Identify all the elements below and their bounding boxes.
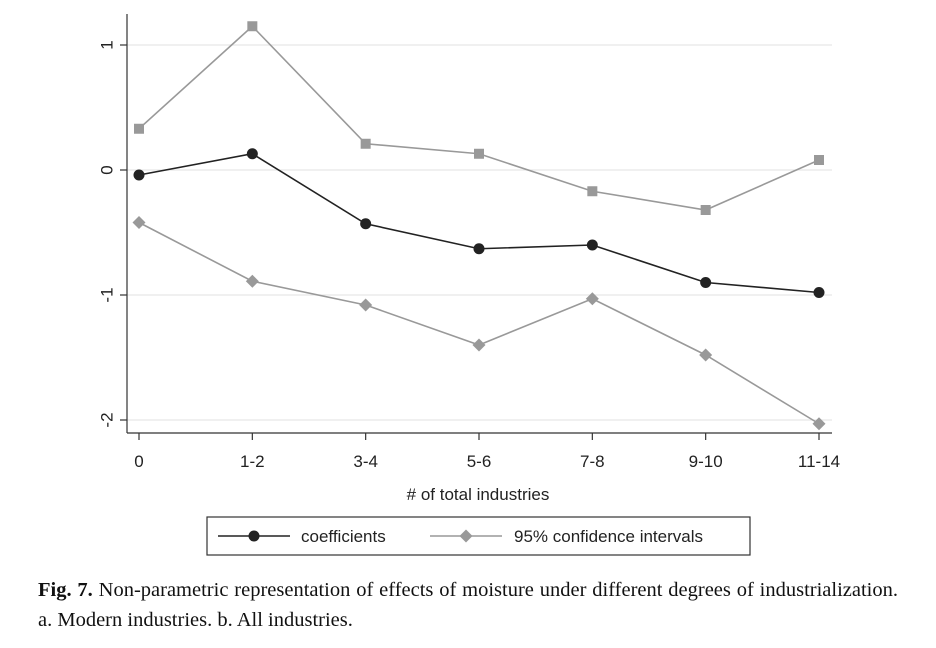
point-ci-lower [812, 417, 826, 431]
x-axis-title: # of total industries [407, 485, 550, 504]
point-ci-upper [247, 21, 258, 32]
legend-box [206, 516, 751, 556]
point-coefficients [586, 239, 598, 251]
point-ci-lower [359, 298, 373, 312]
caption-label: Fig. 7. [38, 579, 93, 601]
series-layer [132, 21, 826, 431]
y-tick-label: -2 [98, 412, 117, 427]
point-ci-lower [699, 348, 713, 362]
legend-ci-marker [459, 529, 473, 543]
legend: coefficients 95% confidence intervals [206, 516, 751, 556]
point-coefficients [473, 243, 485, 255]
point-ci-upper [360, 138, 371, 149]
axes: 1 0 -1 -2 0 1-2 3-4 5-6 7-8 9-10 11-14 [98, 14, 840, 471]
point-ci-upper [587, 186, 598, 197]
legend-coefficients-marker [248, 530, 260, 542]
x-tick-label: 11-14 [798, 452, 840, 471]
gridlines [127, 44, 832, 421]
x-tick-label: 1-2 [240, 452, 265, 471]
x-tick-label: 7-8 [580, 452, 605, 471]
series-line-ci-upper [138, 25, 820, 211]
x-tick-label: 5-6 [467, 452, 492, 471]
point-ci-upper [700, 205, 711, 215]
point-ci-upper [134, 123, 144, 134]
point-coefficients [700, 277, 712, 288]
series-line-coefficients [138, 152, 820, 294]
point-coefficients [360, 218, 372, 230]
figure-caption: Fig. 7. Non-parametric representation of… [38, 575, 898, 635]
x-tick-label: 0 [134, 452, 143, 471]
legend-coefficients-label: coefficients [301, 527, 386, 546]
x-tick-label: 9-10 [689, 452, 723, 471]
point-coefficients [813, 287, 825, 298]
point-coefficients [246, 148, 258, 160]
legend-ci-label: 95% confidence intervals [514, 527, 703, 546]
y-tick-label: 0 [98, 165, 117, 174]
caption-text: Non-parametric representation of effects… [38, 579, 898, 631]
point-ci-lower [472, 338, 486, 352]
point-ci-lower [245, 274, 259, 288]
y-tick-label: -1 [98, 287, 117, 302]
y-tick-label: 1 [98, 40, 117, 49]
point-ci-lower [132, 216, 146, 229]
x-tick-label: 3-4 [353, 452, 378, 471]
point-ci-upper [474, 148, 484, 159]
point-coefficients [133, 169, 145, 181]
chart: 1 0 -1 -2 0 1-2 3-4 5-6 7-8 9-10 11-14 # of total … [98, 14, 840, 556]
point-ci-upper [814, 155, 824, 165]
point-ci-lower [585, 292, 599, 306]
